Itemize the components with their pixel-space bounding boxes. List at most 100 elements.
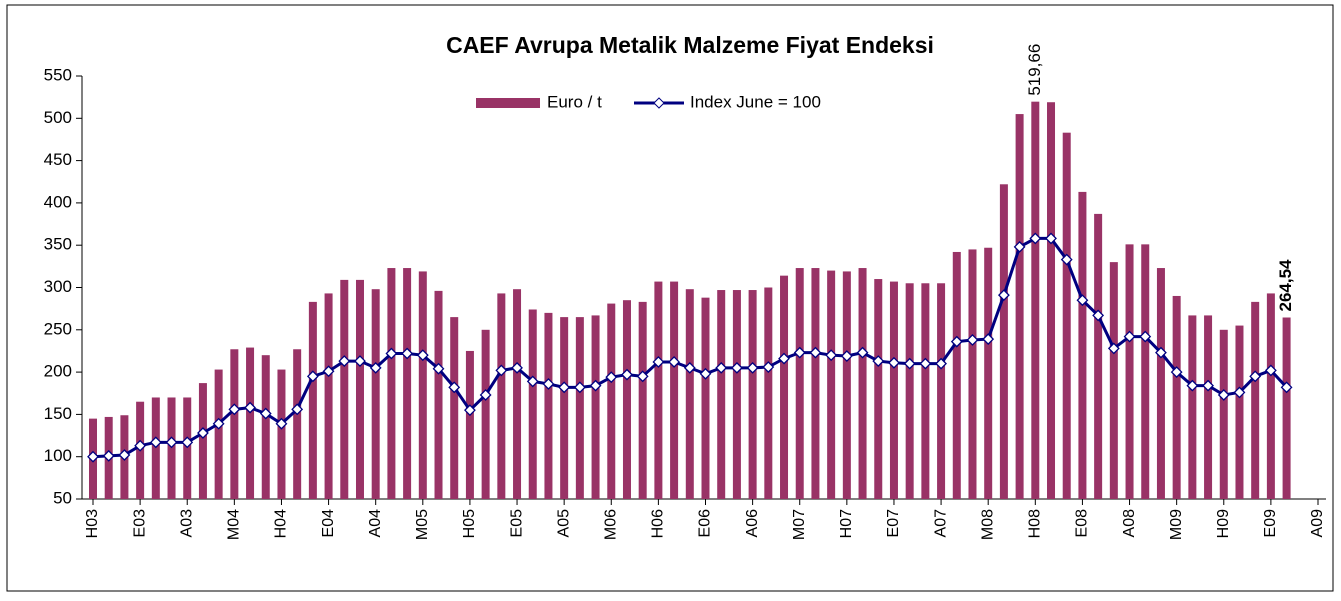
x-tick-label: A08 — [1121, 509, 1138, 538]
x-tick-label: M09 — [1168, 509, 1185, 540]
line-marker — [1155, 346, 1167, 359]
line-marker — [197, 427, 209, 439]
line-marker — [1123, 330, 1136, 343]
bar — [340, 279, 349, 499]
bar — [1125, 244, 1134, 499]
bar — [560, 317, 569, 499]
bar — [355, 279, 364, 499]
y-tick-label: 300 — [44, 277, 72, 296]
x-tick-label: A05 — [555, 509, 572, 538]
bar — [827, 270, 836, 499]
y-tick-label: 200 — [44, 362, 72, 381]
x-tick-label: E03 — [131, 509, 148, 538]
line-marker — [291, 403, 304, 416]
bar — [921, 283, 930, 499]
bar — [183, 397, 192, 499]
line-marker — [699, 367, 712, 380]
line-marker — [997, 289, 1010, 302]
bar — [434, 290, 443, 499]
line-marker — [950, 335, 963, 348]
x-tick-label: E07 — [885, 509, 902, 538]
line-marker — [526, 375, 539, 388]
line-marker — [1233, 386, 1246, 399]
bar — [418, 271, 427, 499]
bar — [1015, 114, 1024, 499]
bar — [544, 312, 553, 499]
x-tick-label: H04 — [273, 509, 290, 538]
bar — [513, 289, 522, 499]
line-marker — [134, 439, 147, 452]
line-marker — [432, 362, 445, 375]
y-tick-label: 250 — [44, 319, 72, 338]
line-marker — [102, 449, 115, 462]
line-marker — [840, 350, 853, 362]
line-marker — [605, 371, 618, 384]
line-marker — [825, 349, 838, 362]
bar — [1094, 213, 1103, 499]
line-marker — [416, 349, 429, 362]
bar — [1062, 132, 1071, 499]
line-marker — [306, 370, 319, 383]
x-tick-label: M05 — [414, 509, 431, 540]
line-marker — [165, 436, 178, 449]
x-tick-label: A07 — [932, 509, 949, 538]
line-marker — [149, 436, 162, 449]
line-marker — [338, 355, 351, 368]
bar — [1219, 329, 1228, 499]
line-marker — [778, 352, 790, 365]
line-marker — [448, 381, 461, 394]
line-marker — [181, 436, 194, 449]
bar — [685, 289, 694, 499]
line-marker — [1280, 381, 1293, 394]
line-marker — [385, 347, 398, 360]
bar — [717, 290, 726, 499]
bar — [1282, 317, 1291, 499]
bar — [701, 297, 710, 499]
x-tick-label: M07 — [791, 509, 808, 540]
x-tick-label: A04 — [367, 509, 384, 538]
bar — [230, 349, 239, 499]
x-tick-label: M08 — [979, 509, 996, 540]
bar — [999, 184, 1008, 499]
x-tick-label: M06 — [602, 509, 619, 540]
line-marker — [903, 357, 916, 370]
line-marker — [118, 449, 131, 461]
line-marker — [809, 346, 822, 359]
bar — [151, 397, 160, 499]
bar — [858, 268, 867, 499]
line-marker — [558, 381, 571, 394]
bar — [1047, 102, 1056, 499]
line-marker — [1264, 364, 1277, 377]
chart-title: CAEF Avrupa Metalik Malzeme Fiyat Endeks… — [446, 32, 934, 58]
y-tick-label: 400 — [44, 192, 72, 211]
line-marker — [259, 407, 272, 420]
bar — [811, 268, 820, 499]
line-marker — [668, 356, 681, 368]
line-marker — [856, 346, 869, 359]
line-marker — [621, 368, 633, 381]
bar — [1109, 262, 1118, 499]
bar — [575, 317, 584, 499]
line-marker — [730, 361, 743, 374]
bar — [1031, 101, 1040, 500]
bar — [1251, 301, 1260, 499]
legend-swatch — [476, 98, 540, 108]
bar — [1172, 295, 1181, 499]
bar — [246, 347, 255, 499]
line-marker — [1202, 379, 1214, 392]
x-tick-label: H09 — [1215, 509, 1232, 538]
y-tick-label: 50 — [53, 488, 72, 507]
line-marker — [369, 361, 382, 374]
bar — [1078, 191, 1087, 500]
y-tick-label: 350 — [44, 235, 72, 254]
x-tick-label: E06 — [697, 509, 714, 538]
x-tick-label: H07 — [838, 509, 855, 538]
line-marker — [1186, 379, 1199, 392]
bar — [528, 309, 537, 499]
line-marker — [746, 361, 759, 374]
line-marker — [542, 378, 555, 390]
line-marker — [1249, 370, 1262, 383]
bar — [1141, 244, 1150, 499]
bar — [795, 268, 804, 499]
